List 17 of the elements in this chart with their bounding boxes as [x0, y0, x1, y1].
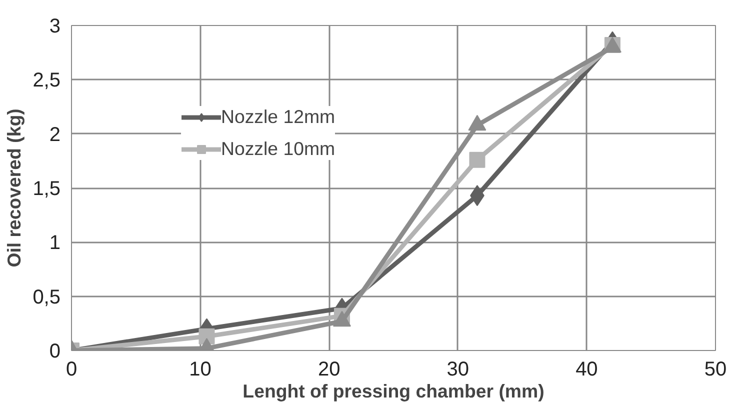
- y-tick-label: 2: [49, 124, 60, 146]
- x-tick-label: 10: [189, 358, 212, 380]
- y-tick-label: 3: [49, 16, 60, 38]
- y-tick-label: 1,5: [32, 178, 61, 200]
- legend-label: Nozzle 12mm: [221, 106, 336, 128]
- x-axis-title: Lenght of pressing chamber (mm): [242, 380, 544, 402]
- y-axis-title: Oil recovered (kg): [4, 108, 25, 268]
- x-tick-label: 20: [318, 358, 340, 380]
- x-tick-label: 40: [576, 358, 598, 380]
- x-tick-label: 50: [704, 358, 727, 380]
- y-tick-label: 0: [49, 340, 60, 362]
- legend-label: Nozzle 10mm: [221, 138, 336, 160]
- x-tick-label: 30: [446, 358, 470, 380]
- y-tick-label: 1: [49, 232, 60, 254]
- y-tick-label: 2,5: [32, 70, 61, 92]
- y-tick-label: 0,5: [32, 286, 61, 308]
- x-tick-label: 0: [66, 358, 78, 380]
